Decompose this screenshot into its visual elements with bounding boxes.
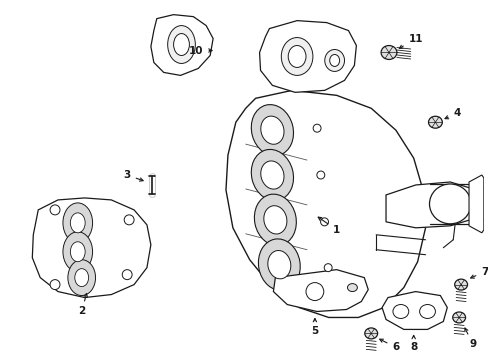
Ellipse shape: [50, 280, 60, 289]
Polygon shape: [32, 198, 151, 298]
Ellipse shape: [50, 205, 60, 215]
Ellipse shape: [347, 284, 357, 292]
Text: 11: 11: [399, 33, 422, 49]
Ellipse shape: [452, 312, 465, 323]
Ellipse shape: [316, 171, 324, 179]
Polygon shape: [381, 292, 447, 329]
Ellipse shape: [63, 232, 92, 272]
Polygon shape: [259, 21, 356, 92]
Ellipse shape: [68, 260, 95, 296]
Ellipse shape: [364, 328, 377, 339]
Ellipse shape: [380, 45, 396, 59]
Ellipse shape: [287, 45, 305, 67]
Ellipse shape: [305, 283, 323, 301]
Ellipse shape: [254, 194, 296, 246]
Text: 7: 7: [470, 267, 488, 278]
Text: 8: 8: [409, 336, 416, 352]
Ellipse shape: [70, 242, 85, 262]
Ellipse shape: [267, 251, 290, 279]
Ellipse shape: [392, 305, 408, 319]
Ellipse shape: [264, 206, 286, 234]
Ellipse shape: [260, 161, 284, 189]
Polygon shape: [225, 90, 425, 318]
Ellipse shape: [428, 184, 470, 224]
Ellipse shape: [258, 239, 300, 291]
Ellipse shape: [260, 116, 284, 144]
Ellipse shape: [329, 54, 339, 67]
Ellipse shape: [167, 26, 195, 63]
Ellipse shape: [75, 269, 88, 287]
Ellipse shape: [324, 50, 344, 71]
Ellipse shape: [63, 203, 92, 243]
Polygon shape: [151, 15, 213, 75]
Ellipse shape: [427, 116, 442, 128]
Text: 1: 1: [318, 217, 340, 235]
Polygon shape: [273, 270, 367, 311]
Ellipse shape: [122, 270, 132, 280]
Ellipse shape: [251, 149, 293, 201]
Text: 6: 6: [379, 339, 399, 352]
Text: 10: 10: [189, 45, 212, 55]
Ellipse shape: [419, 305, 434, 319]
Ellipse shape: [320, 218, 328, 226]
Ellipse shape: [281, 37, 312, 75]
Ellipse shape: [173, 33, 189, 55]
Text: 3: 3: [123, 170, 143, 181]
Text: 2: 2: [78, 293, 87, 316]
Ellipse shape: [324, 264, 331, 272]
Ellipse shape: [251, 105, 293, 156]
Polygon shape: [385, 182, 469, 228]
Text: 5: 5: [311, 319, 318, 336]
Text: 9: 9: [464, 328, 476, 349]
Ellipse shape: [70, 213, 85, 233]
Polygon shape: [468, 175, 483, 233]
Ellipse shape: [124, 215, 134, 225]
Ellipse shape: [454, 279, 467, 290]
Ellipse shape: [312, 124, 321, 132]
Text: 4: 4: [444, 108, 460, 119]
